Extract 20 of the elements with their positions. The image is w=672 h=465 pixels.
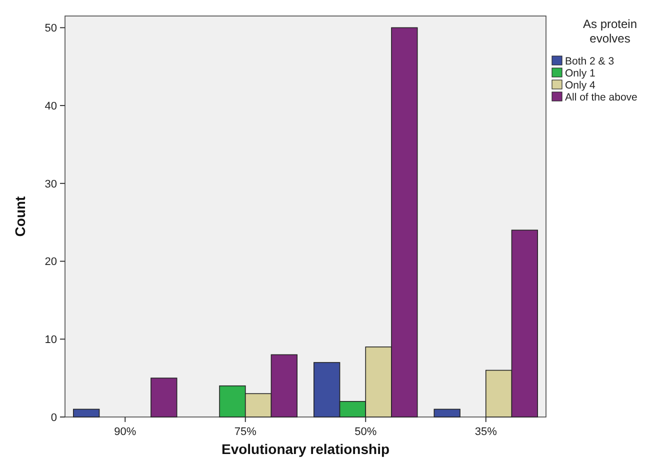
y-axis-title: Count [12,196,28,237]
legend-label: Both 2 & 3 [565,56,614,68]
x-tick-label: 90% [114,426,136,438]
legend-title: As protein evolves [582,17,638,46]
bar [73,408,100,418]
y-tick-label: 50 [44,22,57,35]
legend-label: Only 4 [565,80,596,92]
y-tick-label: 30 [44,178,57,190]
bar [434,408,460,418]
legend-label: All of the above [565,92,638,104]
x-axis-title: Evolutionary relationship [221,441,390,457]
y-tick-label: 40 [44,100,57,112]
legend-label: Only 1 [565,68,596,80]
x-tick-label: 75% [234,426,257,438]
x-tick-label: 35% [474,426,498,438]
y-tick-label: 20 [44,256,57,268]
y-tick-label: 0 [50,412,57,424]
y-tick-label: 10 [44,334,57,346]
bar [150,378,178,418]
x-tick-label: 50% [354,426,377,438]
